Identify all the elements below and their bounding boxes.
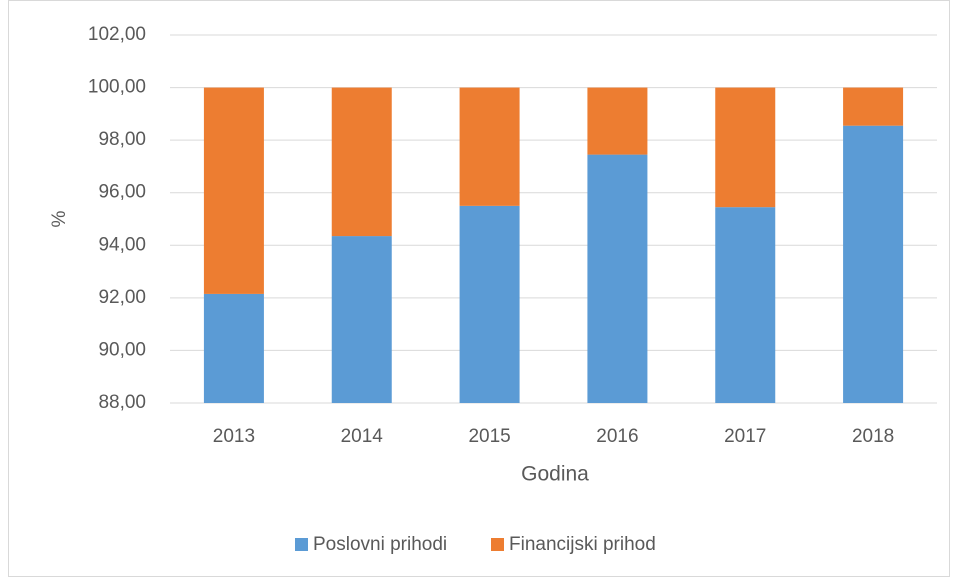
- legend-label: Financijski prihod: [509, 534, 656, 555]
- bar-segment: [715, 87, 776, 208]
- y-tick-label: 96,00: [98, 182, 146, 203]
- x-axis-label: Godina: [521, 463, 589, 486]
- legend-swatch: [295, 538, 308, 551]
- bar-segment: [203, 87, 264, 294]
- bar-segment: [715, 207, 776, 403]
- y-tick-label: 88,00: [98, 392, 146, 413]
- y-axis-label: %: [49, 210, 70, 227]
- bar-segment: [587, 87, 648, 155]
- bar-segment: [459, 87, 520, 206]
- x-tick-label: 2017: [724, 426, 766, 447]
- y-tick-label: 100,00: [88, 77, 146, 98]
- bar-segment: [843, 87, 904, 126]
- y-tick-label: 102,00: [88, 24, 146, 45]
- x-tick-label: 2015: [468, 426, 510, 447]
- legend-label: Poslovni prihodi: [313, 534, 447, 555]
- y-tick-label: 90,00: [98, 339, 146, 360]
- bar-segment: [331, 87, 392, 237]
- x-tick-label: 2018: [852, 426, 894, 447]
- x-tick-label: 2014: [341, 426, 384, 447]
- legend-swatch: [491, 538, 504, 551]
- y-tick-label: 98,00: [98, 129, 146, 150]
- bar-segment: [843, 125, 904, 403]
- y-tick-label: 92,00: [98, 287, 146, 308]
- bar-segment: [203, 293, 264, 403]
- x-tick-label: 2013: [213, 426, 255, 447]
- x-tick-label: 2016: [596, 426, 638, 447]
- bar-segment: [459, 205, 520, 403]
- bar-segment: [331, 236, 392, 403]
- y-tick-label: 94,00: [98, 234, 146, 255]
- bar-segment: [587, 154, 648, 403]
